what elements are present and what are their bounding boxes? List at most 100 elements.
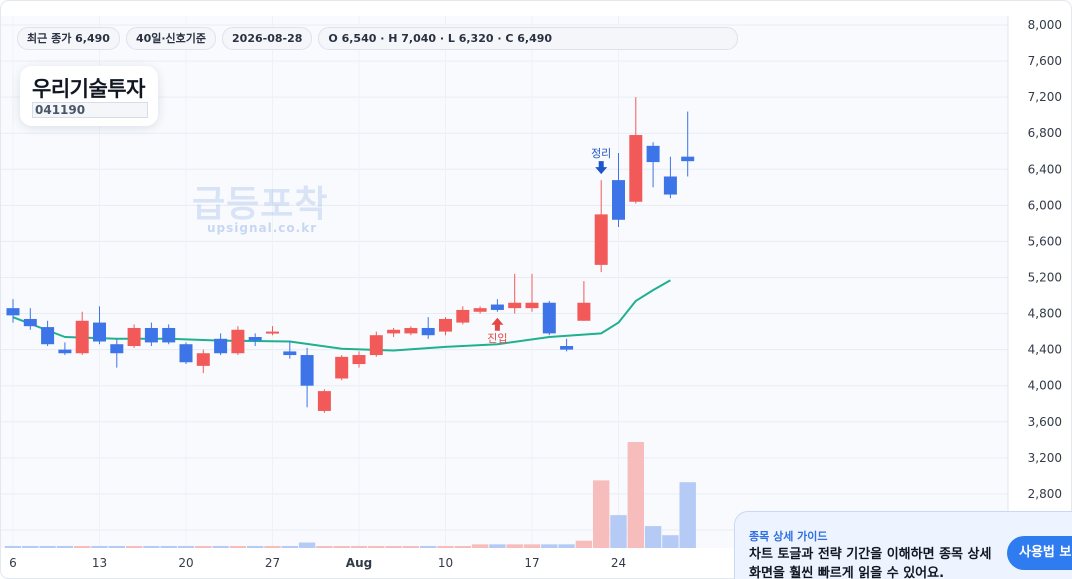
candle-body bbox=[681, 156, 695, 162]
exit-signal-arrow-icon bbox=[595, 161, 608, 175]
candle-body bbox=[300, 355, 314, 386]
price-tick-label: 4,000 bbox=[1028, 379, 1062, 393]
date-tick-label: 13 bbox=[92, 556, 107, 570]
period-chip[interactable]: 40일·신호기준 bbox=[125, 27, 217, 50]
guide-button[interactable]: 사용법 보기 bbox=[1007, 536, 1072, 570]
candle-body bbox=[93, 322, 106, 342]
date-tick-label: 6 bbox=[9, 556, 17, 570]
volume-bar bbox=[644, 526, 662, 548]
price-tick-label: 6,800 bbox=[1028, 126, 1062, 140]
candle-body bbox=[404, 327, 418, 334]
volume-bar bbox=[125, 546, 143, 548]
volume-bar bbox=[385, 546, 402, 548]
candle-body bbox=[127, 327, 141, 347]
guide-title: 종목 상세 가이드 bbox=[749, 530, 828, 543]
volume-bar bbox=[333, 546, 350, 548]
volume-bar bbox=[195, 546, 212, 548]
volume-bar bbox=[593, 480, 610, 548]
chart-toolbar: 최근 종가 6,490 40일·신호기준 2026-08-28 O 6,540 … bbox=[17, 27, 739, 50]
candle-body bbox=[508, 302, 522, 309]
date-tick-label: Aug bbox=[346, 556, 372, 570]
volume-bar bbox=[420, 546, 437, 548]
volume-bar bbox=[22, 546, 39, 548]
moving-average-line bbox=[12, 279, 671, 352]
candle-body bbox=[439, 318, 452, 332]
date-tick-label: 10 bbox=[438, 556, 453, 570]
price-tick-label: 4,800 bbox=[1028, 307, 1062, 321]
candle-body bbox=[663, 176, 677, 195]
candle-body bbox=[525, 302, 539, 309]
date-chip[interactable]: 2026-08-28 bbox=[222, 27, 313, 50]
volume-bar bbox=[56, 546, 74, 548]
candle-body bbox=[144, 327, 158, 343]
candle-body bbox=[542, 302, 556, 334]
volume-bar bbox=[177, 546, 195, 548]
candle-body bbox=[577, 302, 591, 321]
price-tick-label: 7,600 bbox=[1028, 54, 1062, 68]
entry-signal-arrow-icon bbox=[491, 317, 504, 331]
volume-bar bbox=[541, 544, 558, 548]
volume-bar bbox=[506, 544, 523, 548]
volume-bar bbox=[679, 482, 696, 548]
volume-bar bbox=[298, 542, 316, 548]
candle-body bbox=[612, 180, 625, 220]
stock-card: 우리기술투자 041190 bbox=[20, 66, 158, 126]
candle-body bbox=[369, 335, 383, 356]
volume-bar bbox=[108, 546, 125, 548]
price-tick-label: 6,000 bbox=[1028, 198, 1062, 212]
volume-bar bbox=[402, 546, 420, 548]
volume-bar bbox=[143, 546, 160, 548]
candle-body bbox=[110, 344, 124, 354]
price-tick-label: 3,200 bbox=[1028, 451, 1062, 465]
guide-body: 차트 토글과 전략 기간을 이해하면 종목 상세 화면을 훨씬 빠르게 읽을 수… bbox=[749, 547, 992, 579]
volume-bar bbox=[471, 544, 489, 548]
date-tick-label: 17 bbox=[524, 556, 539, 570]
volume-bar bbox=[489, 544, 506, 548]
volume-bar bbox=[454, 546, 471, 548]
candle-body bbox=[41, 327, 55, 345]
candle-body bbox=[179, 344, 193, 363]
volume-bar bbox=[91, 546, 108, 548]
date-tick-label: 27 bbox=[265, 556, 280, 570]
candle-body bbox=[317, 391, 331, 411]
date-tick-label: 20 bbox=[178, 556, 193, 570]
price-tick-label: 5,600 bbox=[1028, 234, 1062, 248]
candle-body bbox=[335, 356, 349, 379]
candle-body bbox=[231, 329, 245, 354]
price-tick-label: 3,600 bbox=[1028, 415, 1062, 429]
candle-body bbox=[162, 327, 176, 343]
latest-close-chip[interactable]: 최근 종가 6,490 bbox=[17, 27, 120, 50]
stock-name: 우리기술투자 bbox=[32, 77, 145, 101]
candle-body bbox=[421, 327, 435, 336]
price-tick-label: 5,200 bbox=[1028, 270, 1062, 284]
volume-bar bbox=[350, 546, 368, 548]
entry-signal-label: 진입 bbox=[487, 332, 507, 345]
price-tick-label: 7,200 bbox=[1028, 90, 1062, 104]
volume-bar bbox=[281, 546, 298, 548]
candle-body bbox=[387, 329, 401, 334]
volume-bar bbox=[39, 546, 56, 548]
candle-body bbox=[196, 353, 210, 366]
volume-bar bbox=[264, 546, 281, 548]
candle-body bbox=[23, 318, 37, 327]
price-tick-label: 2,800 bbox=[1028, 487, 1062, 501]
candle-body bbox=[456, 309, 470, 323]
plot-area bbox=[0, 16, 1008, 548]
candle-body bbox=[214, 338, 228, 354]
candle-body bbox=[629, 135, 643, 202]
candle-body bbox=[266, 331, 279, 334]
volume-bar bbox=[74, 546, 91, 548]
volume-bar bbox=[4, 546, 22, 548]
candle-body bbox=[352, 355, 366, 365]
candle-body bbox=[490, 304, 504, 310]
volume-bar bbox=[558, 544, 575, 548]
date-tick-label: 24 bbox=[611, 556, 626, 570]
volume-bar bbox=[610, 515, 627, 548]
volume-bar bbox=[212, 546, 229, 548]
candle-body bbox=[473, 308, 487, 312]
ohlc-chip: O 6,540 · H 7,040 · L 6,320 · C 6,490 bbox=[318, 27, 739, 50]
candle-body bbox=[646, 145, 660, 163]
volume-bar bbox=[437, 546, 454, 548]
